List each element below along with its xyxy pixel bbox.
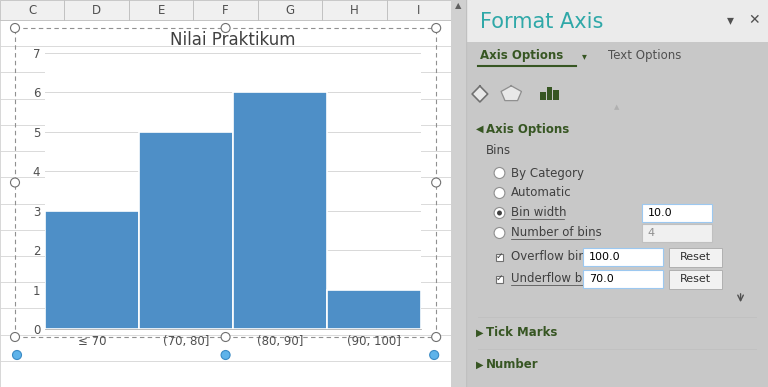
Circle shape xyxy=(432,332,441,341)
FancyBboxPatch shape xyxy=(583,248,663,266)
Bar xyxy=(554,90,559,100)
Text: ▾: ▾ xyxy=(727,13,734,27)
Bar xyxy=(258,0,323,20)
Bar xyxy=(496,276,503,283)
Bar xyxy=(327,289,421,329)
Text: Underflow bin: Underflow bin xyxy=(511,272,594,286)
Text: G: G xyxy=(286,3,295,17)
Title: Nilai Praktikum: Nilai Praktikum xyxy=(170,31,296,49)
Bar xyxy=(129,0,194,20)
Bar xyxy=(0,282,451,308)
Text: Bin width: Bin width xyxy=(511,207,567,219)
Text: Text Options: Text Options xyxy=(608,50,682,62)
Circle shape xyxy=(429,351,439,360)
Text: Overflow bin: Overflow bin xyxy=(511,250,586,264)
Text: I: I xyxy=(417,3,421,17)
Text: Automatic: Automatic xyxy=(511,187,572,200)
FancyBboxPatch shape xyxy=(669,248,722,267)
Circle shape xyxy=(497,211,502,216)
Bar xyxy=(466,0,768,42)
Bar xyxy=(451,0,466,387)
FancyBboxPatch shape xyxy=(669,269,722,288)
Bar xyxy=(233,92,327,329)
Bar xyxy=(323,0,387,20)
Text: F: F xyxy=(222,3,229,17)
Bar xyxy=(0,335,451,361)
Circle shape xyxy=(494,228,505,238)
Text: ▾: ▾ xyxy=(582,51,587,61)
Text: 10.0: 10.0 xyxy=(647,208,672,218)
Bar xyxy=(65,0,129,20)
Bar xyxy=(540,92,545,100)
Circle shape xyxy=(221,332,230,341)
Text: ✓: ✓ xyxy=(496,274,503,283)
Bar xyxy=(0,20,451,46)
Bar xyxy=(0,151,451,177)
Bar xyxy=(0,0,451,20)
Text: C: C xyxy=(28,3,36,17)
Text: 4: 4 xyxy=(647,228,654,238)
Text: Reset: Reset xyxy=(680,274,711,284)
Bar xyxy=(0,361,451,387)
Bar xyxy=(0,177,451,204)
FancyBboxPatch shape xyxy=(641,204,712,222)
Circle shape xyxy=(494,168,505,178)
Bar xyxy=(194,0,258,20)
Text: By Category: By Category xyxy=(511,166,584,180)
Text: Tick Marks: Tick Marks xyxy=(486,327,557,339)
Circle shape xyxy=(11,24,19,33)
Text: Format Axis: Format Axis xyxy=(480,12,604,32)
Bar xyxy=(0,308,451,335)
Text: 70.0: 70.0 xyxy=(588,274,614,284)
Polygon shape xyxy=(501,86,521,101)
Text: 100.0: 100.0 xyxy=(588,252,621,262)
Text: ▲: ▲ xyxy=(614,104,620,110)
Bar xyxy=(139,132,233,329)
Circle shape xyxy=(221,24,230,33)
Text: Axis Options: Axis Options xyxy=(480,50,563,62)
Bar xyxy=(0,0,65,20)
Circle shape xyxy=(432,178,441,187)
FancyBboxPatch shape xyxy=(641,224,712,242)
Bar xyxy=(547,87,552,100)
Text: ▶: ▶ xyxy=(476,328,484,338)
Bar xyxy=(0,256,451,282)
Bar xyxy=(0,46,451,72)
Text: ✕: ✕ xyxy=(748,13,760,27)
Circle shape xyxy=(494,187,505,199)
Text: Axis Options: Axis Options xyxy=(486,123,569,135)
Text: Number of bins: Number of bins xyxy=(511,226,602,240)
Text: ◀: ◀ xyxy=(476,124,484,134)
Text: E: E xyxy=(157,3,165,17)
Text: ✓: ✓ xyxy=(496,252,503,261)
Circle shape xyxy=(11,332,19,341)
Text: ▶: ▶ xyxy=(476,360,484,370)
Text: H: H xyxy=(350,3,359,17)
Bar xyxy=(0,230,451,256)
Bar xyxy=(0,204,451,230)
Bar xyxy=(496,253,503,260)
Circle shape xyxy=(221,351,230,360)
Bar xyxy=(0,125,451,151)
Text: D: D xyxy=(92,3,101,17)
Circle shape xyxy=(432,24,441,33)
Text: Bins: Bins xyxy=(486,144,511,158)
Polygon shape xyxy=(472,86,488,102)
Text: ▲: ▲ xyxy=(455,2,462,10)
FancyBboxPatch shape xyxy=(583,270,663,288)
Circle shape xyxy=(494,207,505,219)
Circle shape xyxy=(11,178,19,187)
Bar xyxy=(387,0,451,20)
Text: Reset: Reset xyxy=(680,252,711,262)
Bar xyxy=(0,72,451,99)
Bar xyxy=(0,99,451,125)
Circle shape xyxy=(12,351,22,360)
Text: Number: Number xyxy=(486,358,538,372)
Bar xyxy=(45,211,139,329)
